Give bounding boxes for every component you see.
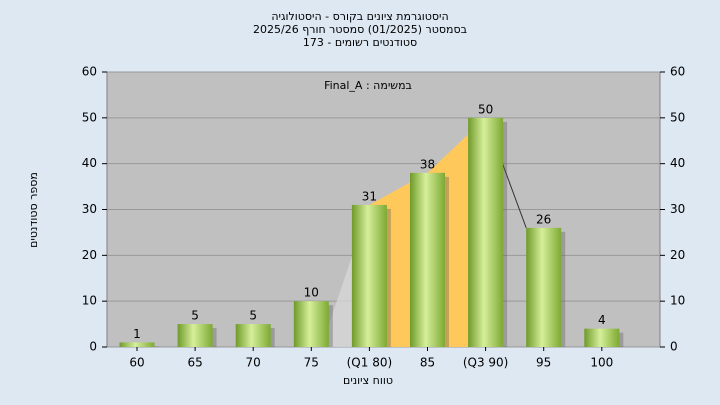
y-tick-label: 40 [82, 156, 97, 170]
y-tick-label: 60 [82, 65, 97, 79]
bar [584, 328, 620, 347]
y-tick-label: 20 [82, 248, 97, 262]
x-axis-label: טווח ציונים [343, 374, 393, 387]
data-label: 50 [478, 102, 493, 116]
y2-tick-label: 40 [670, 156, 685, 170]
bar [293, 301, 329, 347]
bar [526, 227, 562, 347]
data-label: 26 [536, 212, 551, 226]
bar [235, 324, 271, 347]
data-label: 31 [362, 189, 377, 203]
y-tick-label: 30 [82, 202, 97, 216]
data-label: 10 [304, 286, 319, 300]
bar [119, 342, 155, 347]
bar [468, 117, 504, 347]
bar-layer [119, 117, 624, 347]
x-tick-label: 65 [187, 356, 202, 370]
x-tick-label: (Q1 80) [347, 356, 393, 370]
x-tick-label: 75 [304, 356, 319, 370]
x-tick-label: 95 [536, 356, 551, 370]
annotation: במשימה : Final_A [324, 79, 412, 92]
y2-tick-label: 60 [670, 65, 685, 79]
y2-tick-label: 50 [670, 110, 685, 124]
data-label: 38 [420, 157, 435, 171]
y-axis-label: מספר סטודנטים [27, 172, 40, 248]
data-label: 4 [598, 313, 606, 327]
x-tick-label: (Q3 90) [463, 356, 509, 370]
y2-tick-label: 10 [670, 294, 685, 308]
bar [177, 324, 213, 347]
chart-subtitle: סטודנטים רשומים - 173 [303, 36, 417, 49]
y2-tick-label: 0 [670, 340, 678, 354]
y-tick-label: 0 [89, 340, 97, 354]
y-tick-label: 50 [82, 110, 97, 124]
x-tick-label: 70 [246, 356, 261, 370]
y-tick-label: 10 [82, 294, 97, 308]
y2-tick-label: 30 [670, 202, 685, 216]
x-tick-label: 60 [129, 356, 144, 370]
data-label: 1 [133, 327, 141, 341]
data-label: 5 [249, 309, 257, 323]
chart-title: היסטוגרמת ציונים בקורס - היסטולוגיה [271, 10, 448, 23]
bar [410, 172, 445, 347]
x-tick-label: 85 [420, 356, 435, 370]
y2-tick-label: 20 [670, 248, 685, 262]
chart-subtitle: בסמסטר (01/2025) סמסטר חורף 2025/26 [253, 23, 467, 36]
x-tick-label: 100 [590, 356, 613, 370]
bar [351, 204, 387, 347]
data-label: 5 [191, 309, 199, 323]
